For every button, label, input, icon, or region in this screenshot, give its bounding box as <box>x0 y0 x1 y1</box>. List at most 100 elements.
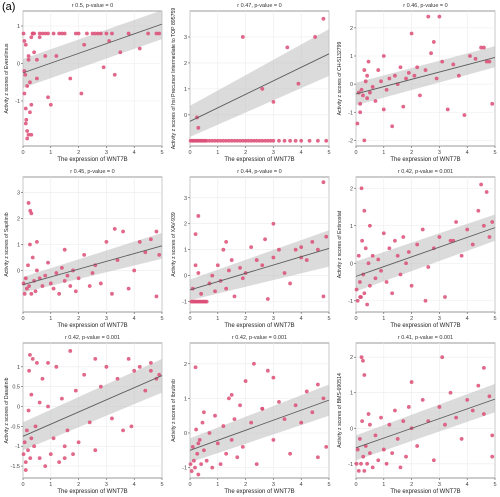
data-point <box>271 255 276 260</box>
data-point <box>194 427 199 432</box>
data-point <box>76 440 81 445</box>
data-point <box>376 257 381 262</box>
x-tick-label: 4 <box>133 316 136 322</box>
data-point <box>196 472 201 477</box>
data-point <box>271 99 276 104</box>
x-axis-label: The expression of WNT7B <box>224 323 294 329</box>
data-point <box>445 107 450 112</box>
data-point <box>126 31 131 36</box>
data-point <box>65 428 70 433</box>
data-point <box>154 31 159 36</box>
data-point <box>387 76 392 81</box>
data-point <box>357 280 362 284</box>
scatter-svg: 0 1 2 3 4 5 0 1 2 3 r 0.45, p-value = 0 The express… <box>4 169 164 329</box>
data-point <box>23 121 28 126</box>
data-point <box>454 220 458 224</box>
data-point <box>22 291 27 296</box>
data-point <box>46 360 50 365</box>
data-point <box>33 424 38 429</box>
x-tick-label: 2 <box>77 316 80 322</box>
data-point <box>437 405 442 409</box>
data-point <box>62 247 67 252</box>
data-point <box>43 31 48 36</box>
data-point <box>243 138 248 143</box>
y-tick-label: -1 <box>348 299 353 305</box>
y-tick-label: -1 <box>348 462 353 468</box>
y-tick-label: 1 <box>17 24 20 30</box>
data-point <box>121 229 125 234</box>
scatter-svg: 0 1 2 3 4 5 0 1 2 3 r 0.47, p-value = 0 The express… <box>171 3 331 163</box>
data-point <box>324 138 329 143</box>
data-point <box>362 291 367 296</box>
data-point <box>229 393 234 397</box>
x-tick-label: 3 <box>438 482 441 488</box>
data-point <box>384 280 389 284</box>
data-point <box>137 240 142 244</box>
data-point <box>37 35 42 40</box>
data-point <box>481 45 486 50</box>
scatter-panel-2: 0 1 2 3 4 5 0 1 2 3 r 0.47, p-value = 0 The express… <box>170 0 332 163</box>
y-tick-label: 2 <box>184 362 187 368</box>
data-point <box>137 364 142 369</box>
data-point <box>215 138 220 143</box>
data-point <box>213 138 217 143</box>
data-point <box>110 31 114 36</box>
data-point <box>293 247 298 252</box>
data-point <box>118 50 123 55</box>
data-point <box>227 138 231 143</box>
x-tick-label: 5 <box>493 150 496 156</box>
data-point <box>465 397 470 402</box>
x-tick-label: 1 <box>216 150 219 156</box>
trend-line <box>355 227 496 277</box>
data-point <box>101 65 106 70</box>
data-point <box>28 353 32 357</box>
data-point <box>51 436 56 441</box>
data-point <box>429 51 433 56</box>
data-point <box>60 265 64 270</box>
x-tick-label: 0 <box>21 150 24 156</box>
data-point <box>27 368 32 373</box>
data-point <box>387 246 392 251</box>
data-point <box>409 31 414 36</box>
chart-title: r 0.47, p-value = 0 <box>237 3 282 9</box>
data-point <box>32 31 37 36</box>
data-point <box>26 408 31 413</box>
data-point <box>376 458 381 463</box>
data-point <box>277 399 281 404</box>
data-point <box>420 227 425 232</box>
data-point <box>448 238 453 243</box>
data-point <box>401 419 406 424</box>
data-point <box>293 138 298 143</box>
data-point <box>33 289 38 294</box>
chart-title: r 0.42, p-value = 0.001 <box>398 169 453 175</box>
data-point <box>357 437 362 441</box>
data-point <box>376 68 381 72</box>
data-point <box>370 85 375 89</box>
data-point <box>213 289 217 294</box>
y-tick-label: 0 <box>350 426 353 432</box>
data-point <box>93 31 98 36</box>
x-tick-label: 5 <box>327 482 330 488</box>
x-tick-label: 4 <box>300 150 303 156</box>
data-point <box>465 227 470 232</box>
data-point <box>98 281 103 286</box>
data-point <box>25 129 30 133</box>
confidence-band <box>356 383 495 461</box>
data-point <box>315 138 320 143</box>
data-point <box>48 281 53 286</box>
data-point <box>196 441 201 446</box>
x-tick-label: 1 <box>49 150 52 156</box>
data-point <box>313 35 317 39</box>
data-point <box>132 268 137 273</box>
x-tick-label: 5 <box>493 316 496 322</box>
data-point <box>57 460 62 465</box>
data-point <box>26 54 31 58</box>
data-point <box>85 31 89 36</box>
y-axis-label: Activity z scores of XAV-939 <box>171 212 177 277</box>
y-axis-label: Activity z scores of hsi Precursor Inter… <box>171 8 177 150</box>
y-tick-label: 2 <box>17 217 20 223</box>
y-tick-label: -2 <box>348 138 353 144</box>
data-point <box>28 110 32 115</box>
y-tick-label: 3 <box>17 191 20 197</box>
data-point <box>195 451 200 456</box>
